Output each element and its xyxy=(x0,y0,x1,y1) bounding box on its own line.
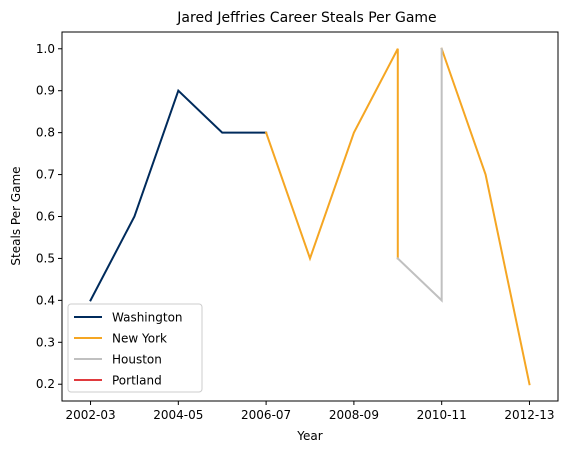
legend-box xyxy=(67,303,203,393)
x-tick-label: 2008-09 xyxy=(329,408,379,422)
x-tick-label: 2012-13 xyxy=(504,408,554,422)
y-tick-label: 0.4 xyxy=(36,293,55,307)
axes: 2002-03 2004-05 2006-07 2008-09 2010-11 2012-… xyxy=(36,31,559,422)
y-tick-label: 0.9 xyxy=(36,84,55,98)
series-line-washington xyxy=(89,88,268,302)
legend-label-new-york: New York xyxy=(112,332,167,346)
y-tick-label: 1.0 xyxy=(36,42,55,56)
legend-label-washington: Washington xyxy=(112,311,183,325)
series-line-houston xyxy=(396,47,443,303)
x-tick-label: 2002-03 xyxy=(65,408,115,422)
series-line-new-york-1 xyxy=(264,48,399,262)
y-tick-label: 0.5 xyxy=(36,251,55,265)
plot-area xyxy=(89,47,531,386)
x-tick-label: 2004-05 xyxy=(153,408,203,422)
x-tick-label: 2006-07 xyxy=(241,408,291,422)
x-axis-label: Year xyxy=(296,429,322,443)
y-tick-label: 0.2 xyxy=(36,377,55,391)
y-tick-label: 0.6 xyxy=(36,210,55,224)
legend-label-houston: Houston xyxy=(112,353,162,367)
y-tick-label: 0.7 xyxy=(36,168,55,182)
y-tick-label: 0.8 xyxy=(36,126,55,140)
series-line-new-york-2 xyxy=(440,47,531,386)
chart-title: Jared Jeffries Career Steals Per Game xyxy=(176,10,436,26)
y-tick-label: 0.3 xyxy=(36,335,55,349)
legend: Washington New York Houston Portland xyxy=(67,303,203,393)
y-axis-label: Steals Per Game xyxy=(9,166,23,265)
legend-label-portland: Portland xyxy=(112,374,162,388)
x-tick-label: 2010-11 xyxy=(417,408,467,422)
